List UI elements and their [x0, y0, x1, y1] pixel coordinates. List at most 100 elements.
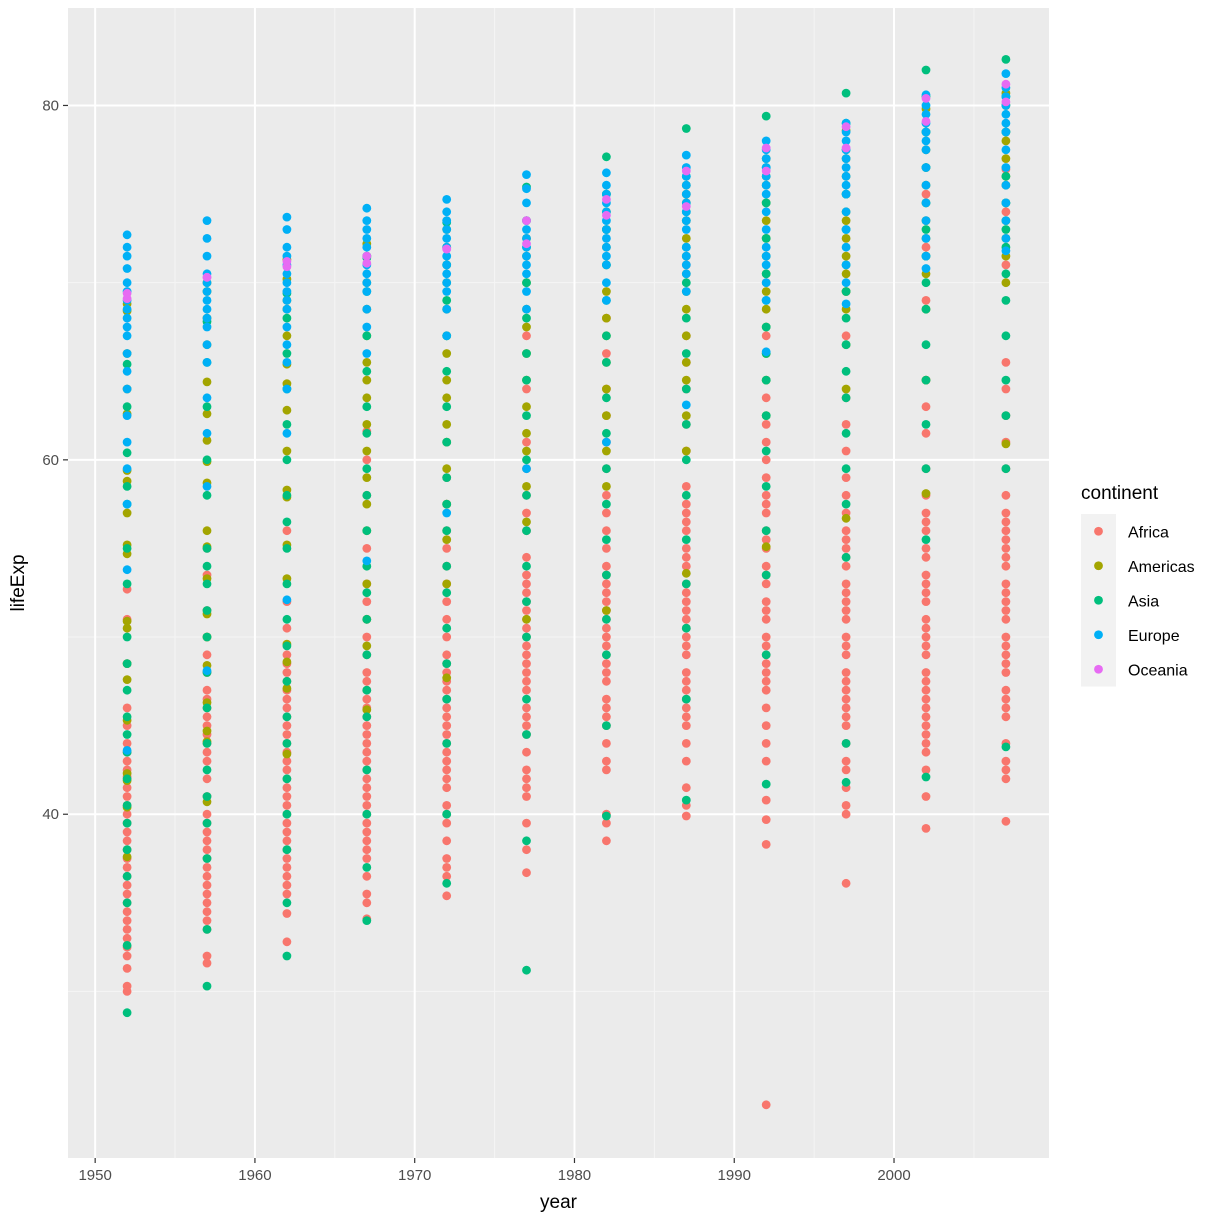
point-europe: [602, 180, 611, 190]
point-europe: [921, 136, 931, 146]
point-asia: [1001, 55, 1011, 64]
point-europe: [921, 109, 931, 119]
point-asia: [442, 659, 452, 668]
point-europe: [442, 207, 452, 217]
point-asia: [442, 809, 452, 819]
point-europe: [841, 225, 851, 234]
point-europe: [681, 251, 691, 261]
point-asia: [522, 278, 531, 288]
point-europe: [841, 136, 851, 146]
point-europe: [761, 347, 771, 357]
point-africa: [362, 676, 372, 686]
point-africa: [282, 801, 292, 810]
point-americas: [761, 216, 771, 226]
point-africa: [1001, 535, 1011, 544]
point-asia: [921, 772, 931, 782]
point-asia: [681, 623, 691, 633]
point-americas: [841, 513, 851, 523]
point-africa: [761, 632, 771, 642]
point-africa: [681, 552, 691, 562]
point-africa: [522, 641, 531, 651]
y-axis-title: lifeExp: [8, 554, 29, 611]
point-europe: [761, 296, 771, 305]
point-africa: [841, 606, 851, 615]
point-asia: [442, 588, 452, 598]
point-africa: [522, 588, 531, 598]
point-africa: [522, 703, 531, 713]
point-africa: [202, 863, 212, 872]
point-europe: [921, 127, 931, 137]
point-africa: [602, 668, 611, 677]
legend-label-africa: Africa: [1128, 524, 1169, 541]
point-asia: [282, 455, 292, 465]
point-asia: [442, 561, 452, 571]
point-americas: [202, 526, 212, 536]
point-africa: [602, 694, 611, 704]
point-africa: [921, 614, 931, 624]
point-asia: [202, 455, 212, 465]
point-asia: [282, 951, 292, 961]
point-africa: [602, 756, 611, 766]
point-africa: [362, 597, 372, 606]
point-asia: [522, 597, 531, 606]
point-asia: [1001, 225, 1011, 234]
point-asia: [442, 366, 452, 376]
point-europe: [362, 216, 372, 226]
point-asia: [522, 526, 531, 536]
point-africa: [602, 579, 611, 589]
point-oceania: [681, 202, 691, 211]
point-africa: [761, 579, 771, 589]
point-africa: [921, 517, 931, 527]
point-europe: [1001, 163, 1011, 172]
legend-swatch-africa: [1094, 526, 1103, 536]
point-americas: [522, 428, 531, 438]
legend-swatch-americas: [1094, 561, 1103, 571]
point-asia: [282, 845, 292, 855]
point-africa: [921, 632, 931, 642]
point-africa: [921, 792, 931, 801]
point-asia: [681, 349, 691, 358]
point-africa: [921, 402, 931, 412]
point-africa: [841, 526, 851, 536]
point-africa: [522, 579, 531, 589]
point-asia: [522, 632, 531, 642]
point-africa: [122, 907, 132, 917]
point-africa: [681, 597, 691, 606]
point-europe: [1001, 118, 1011, 128]
point-europe: [761, 154, 771, 164]
point-americas: [1001, 136, 1011, 146]
point-africa: [282, 792, 292, 801]
point-africa: [841, 632, 851, 642]
point-asia: [602, 152, 611, 162]
point-oceania: [202, 272, 212, 282]
point-africa: [681, 517, 691, 527]
point-americas: [841, 216, 851, 226]
point-asia: [362, 490, 372, 500]
point-americas: [122, 852, 132, 862]
point-europe: [202, 482, 212, 491]
point-asia: [442, 499, 452, 509]
point-africa: [362, 818, 372, 828]
point-asia: [122, 579, 132, 589]
point-asia: [362, 863, 372, 872]
point-oceania: [841, 122, 851, 132]
point-africa: [122, 880, 132, 890]
point-africa: [442, 765, 452, 775]
point-americas: [681, 375, 691, 385]
point-asia: [761, 446, 771, 456]
point-africa: [602, 712, 611, 722]
point-asia: [522, 694, 531, 704]
point-africa: [681, 676, 691, 686]
point-asia: [841, 464, 851, 474]
point-africa: [921, 623, 931, 633]
point-africa: [761, 840, 771, 849]
point-africa: [442, 703, 452, 713]
point-europe: [602, 260, 611, 270]
point-europe: [841, 299, 851, 309]
point-africa: [442, 783, 452, 793]
point-europe: [1001, 234, 1011, 243]
point-europe: [602, 437, 611, 447]
point-africa: [841, 579, 851, 589]
point-africa: [681, 588, 691, 598]
point-africa: [282, 854, 292, 863]
